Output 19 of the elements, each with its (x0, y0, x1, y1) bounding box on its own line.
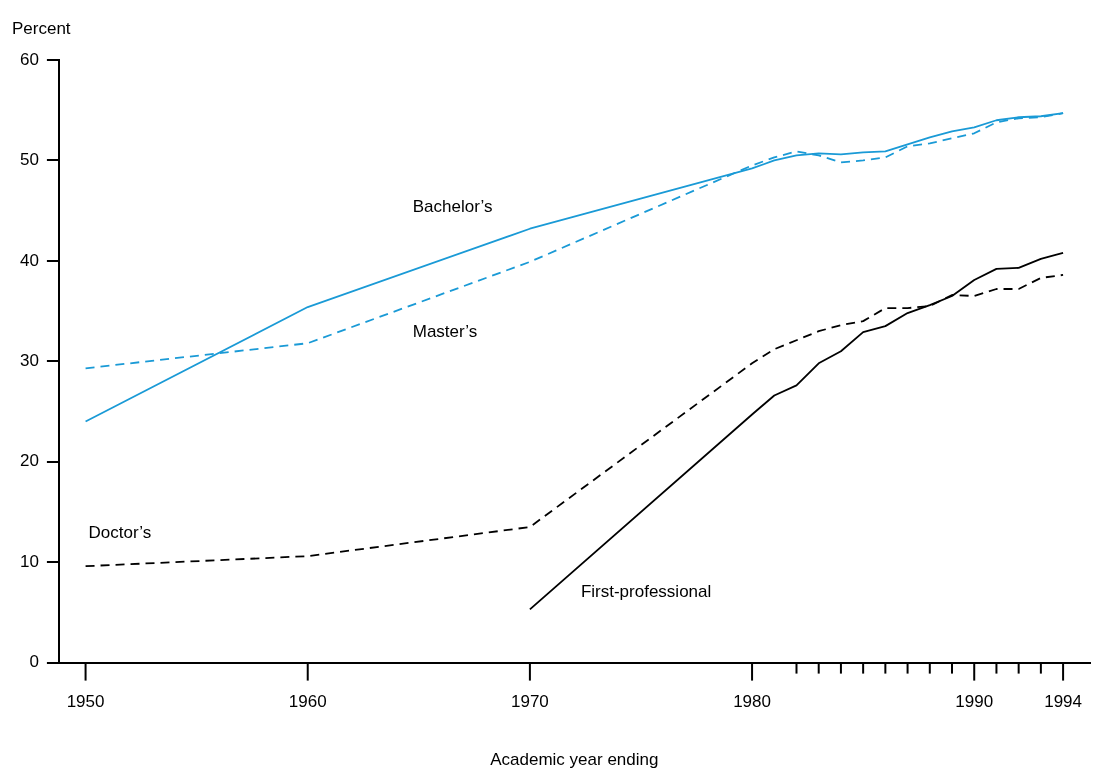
x-tick-label: 1950 (66, 692, 105, 712)
x-tick-label: 1960 (288, 692, 327, 712)
y-tick-label: 0 (29, 652, 39, 672)
x-tick-label: 1994 (1044, 692, 1082, 712)
x-tick-label: 1970 (510, 692, 549, 712)
y-tick-label: 20 (19, 451, 39, 471)
x-axis-title: Academic year ending (490, 750, 659, 769)
series-label: Master’s (412, 322, 478, 342)
y-tick-label: 40 (19, 250, 39, 270)
series-label: Doctor’s (88, 523, 152, 543)
y-tick-label: 50 (19, 150, 39, 170)
y-tick-label: 60 (19, 49, 39, 69)
series-label: Bachelor’s (412, 197, 493, 217)
x-tick-label: 1990 (955, 692, 994, 712)
y-tick-label: 10 (19, 551, 39, 571)
y-axis-title: Percent (12, 19, 71, 38)
x-tick-label: 1980 (733, 692, 771, 712)
y-tick-label: 30 (19, 350, 39, 370)
series-label: First-professional (580, 582, 712, 602)
